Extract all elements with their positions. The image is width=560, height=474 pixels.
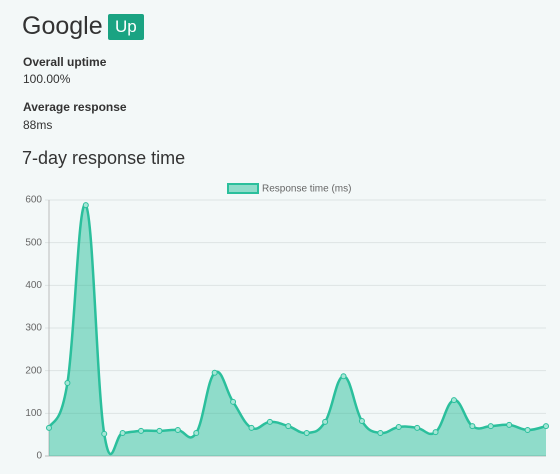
point	[82, 202, 89, 209]
point	[340, 373, 347, 380]
point	[64, 380, 71, 387]
point	[358, 418, 365, 425]
y-tick-label: 500	[25, 237, 42, 248]
point	[487, 423, 494, 430]
point	[506, 421, 513, 428]
stat-label: Average response	[23, 100, 127, 114]
point	[211, 369, 218, 376]
point	[395, 423, 402, 430]
chart-title: 7-day response time	[22, 148, 186, 168]
y-tick-label: 400	[25, 280, 42, 291]
point	[119, 429, 126, 436]
point	[524, 426, 531, 433]
point	[450, 397, 457, 404]
point	[322, 418, 329, 425]
y-tick-label: 0	[36, 451, 42, 462]
point	[377, 429, 384, 436]
legend-swatch	[227, 183, 259, 194]
point	[543, 423, 549, 430]
y-tick-label: 200	[25, 365, 42, 376]
point	[46, 424, 52, 431]
y-tick-label: 300	[25, 323, 42, 334]
point	[469, 423, 476, 430]
area	[49, 204, 546, 456]
point	[101, 430, 108, 437]
point	[414, 424, 421, 431]
chart: 0 100 200 300 400 500 600 Response time (ms)	[25, 183, 549, 462]
status-badge: Up	[108, 14, 144, 40]
point	[193, 429, 200, 436]
point	[156, 427, 163, 434]
point	[174, 426, 181, 433]
y-tick-label: 100	[25, 408, 42, 419]
point	[303, 429, 310, 436]
stat-value: 88ms	[23, 118, 53, 132]
site-title: Google	[22, 12, 103, 40]
point	[266, 418, 273, 425]
stat-label: Overall uptime	[23, 55, 107, 69]
point	[230, 398, 237, 405]
point	[248, 424, 255, 431]
stat-value: 100.00%	[23, 72, 71, 86]
line	[47, 203, 547, 456]
point	[432, 429, 439, 436]
point	[138, 427, 145, 434]
y-tick-label: 600	[25, 195, 42, 206]
legend-label: Response time (ms)	[262, 184, 351, 195]
point	[285, 423, 292, 430]
